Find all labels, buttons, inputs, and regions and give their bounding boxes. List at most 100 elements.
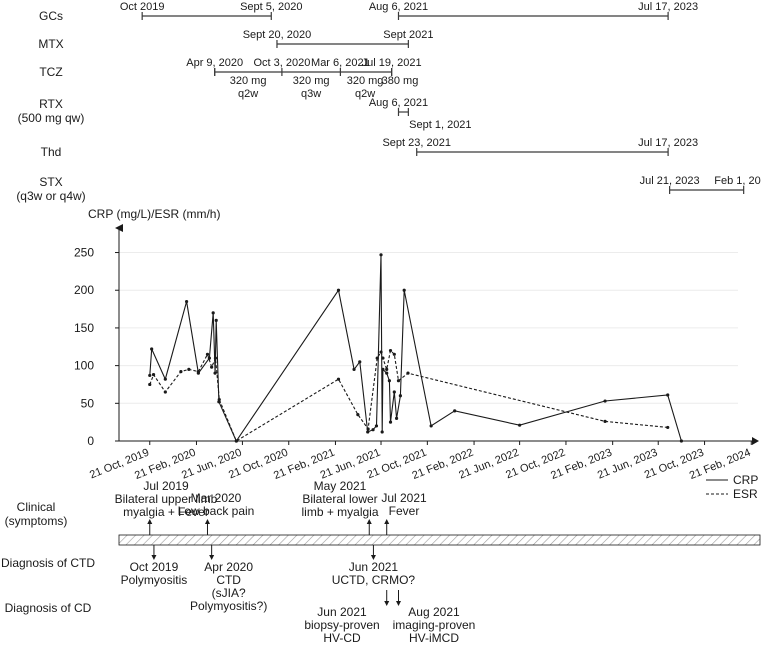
cd-event-text: imaging-proven: [393, 618, 476, 632]
y-tick-label: 250: [74, 246, 94, 260]
med-name: RTX: [39, 97, 63, 111]
data-point: [381, 356, 385, 360]
data-point: [163, 390, 167, 394]
data-point: [603, 399, 607, 403]
series-line-crp: [149, 254, 682, 443]
data-point: [217, 397, 221, 402]
data-point: [453, 409, 457, 413]
dose-change-date: Oct 3, 2020: [253, 57, 310, 69]
med-start-label: Sept 23, 2021: [382, 137, 451, 149]
med-name: STX: [39, 175, 62, 189]
med-row-1: MTX Sept 20, 2020 Sept 2021: [38, 29, 433, 51]
legend-label-esr: ESR: [733, 487, 758, 501]
med-row-4: Thd Sept 23, 2021 Jul 17, 2023: [41, 137, 698, 159]
cd-arrow-head: [395, 601, 401, 606]
clinical-arrow-head: [384, 519, 390, 524]
data-point: [666, 393, 670, 397]
data-point: [392, 352, 396, 356]
series-crp: [148, 253, 683, 443]
data-point: [358, 360, 362, 364]
data-point: [402, 288, 406, 292]
med-name: Thd: [41, 145, 62, 159]
data-point: [336, 377, 341, 381]
clinical-event-text: May 2021: [314, 479, 367, 493]
med-end-label: Feb 1, 2024: [714, 175, 761, 187]
data-point: [214, 318, 218, 322]
cd-event-text: biopsy-proven: [304, 618, 379, 632]
ctd-event-text: Oct 2019: [130, 560, 179, 574]
med-row-0: GCs Oct 2019 Sept 5, 2020 Aug 6, 2021 Jul 17…: [39, 1, 698, 23]
data-point: [356, 413, 360, 417]
dose-note: q3w: [301, 88, 321, 100]
ctd-event-text: Polymyositis: [121, 573, 188, 587]
ctd-label: Diagnosis of CTD: [1, 556, 95, 570]
data-point: [388, 348, 393, 353]
ctd-arrow-head: [151, 555, 157, 560]
data-point: [148, 373, 152, 378]
ctd-event-text: UCTD, CRMO?: [332, 573, 416, 587]
dose-change-date: Jul 19, 2021: [362, 57, 422, 69]
dose-note: 320 mg: [347, 75, 384, 87]
data-point: [392, 390, 396, 394]
med-end-label: Jul 17, 2023: [638, 137, 698, 149]
ctd-arrow-head: [370, 555, 376, 560]
x-axis-arrow: [752, 437, 759, 445]
med-row-5: STX(q3w or q4w) Jul 21, 2023 Feb 1, 2024: [16, 175, 761, 203]
data-point: [603, 419, 607, 423]
data-point: [385, 371, 389, 375]
data-point: [196, 370, 200, 374]
clinical-event-text: Bilateral upper limb: [115, 492, 218, 506]
data-point: [187, 367, 191, 371]
med-name: MTX: [38, 37, 63, 51]
y-tick-label: 150: [74, 321, 94, 335]
clinical-event-text: myalgia + Fever: [123, 505, 209, 519]
data-point: [366, 430, 370, 434]
med-end-label: Jul 17, 2023: [638, 1, 698, 13]
ctd-event-text: Polymyositis?): [190, 599, 267, 613]
data-point: [371, 428, 375, 432]
clinical-event-text: Bilateral lower: [302, 492, 377, 506]
data-point: [205, 352, 210, 356]
data-point: [381, 367, 385, 371]
y-tick-label: 100: [74, 359, 94, 373]
med-start-label: Aug 6, 2021: [369, 1, 428, 13]
data-point: [336, 288, 341, 292]
data-point: [394, 416, 399, 420]
cd-event-text: Jun 2021: [317, 605, 367, 619]
data-point: [379, 350, 383, 354]
data-point: [374, 424, 379, 428]
med-name: (q3w or q4w): [16, 189, 85, 203]
clinical-arrow-head: [366, 519, 372, 524]
data-point: [213, 356, 218, 360]
cd-event-text: Aug 2021: [408, 605, 460, 619]
data-point: [375, 356, 379, 360]
clinical-event-text: Jul 2019: [143, 479, 189, 493]
clinical-event-text: Mar 2020: [191, 491, 242, 505]
dose-note: 380 mg: [382, 75, 419, 87]
ctd-event-text: CTD: [216, 573, 241, 587]
med-end-label: Sept 2021: [383, 29, 433, 41]
data-point: [398, 394, 402, 398]
data-point: [234, 439, 238, 443]
med-name: (500 mg qw): [18, 111, 85, 125]
data-point: [213, 371, 217, 375]
data-point: [148, 382, 152, 387]
series-line-esr: [149, 349, 668, 442]
cd-arrow-head: [384, 601, 390, 606]
clinical-arrow-head: [147, 519, 153, 524]
data-point: [179, 370, 183, 374]
data-point: [379, 253, 383, 257]
data-point: [150, 347, 154, 351]
clinical-arrow-head: [204, 519, 210, 524]
medication-timeline: GCs Oct 2019 Sept 5, 2020 Aug 6, 2021 Jul 17…: [16, 1, 761, 203]
ctd-arrow-head: [209, 555, 215, 560]
data-point: [429, 424, 433, 428]
med-end-label: Sept 1, 2021: [409, 119, 471, 131]
clinical-event-text: Fever: [389, 504, 420, 518]
data-point: [380, 430, 384, 434]
dose-change-date: Apr 9, 2020: [186, 57, 243, 69]
